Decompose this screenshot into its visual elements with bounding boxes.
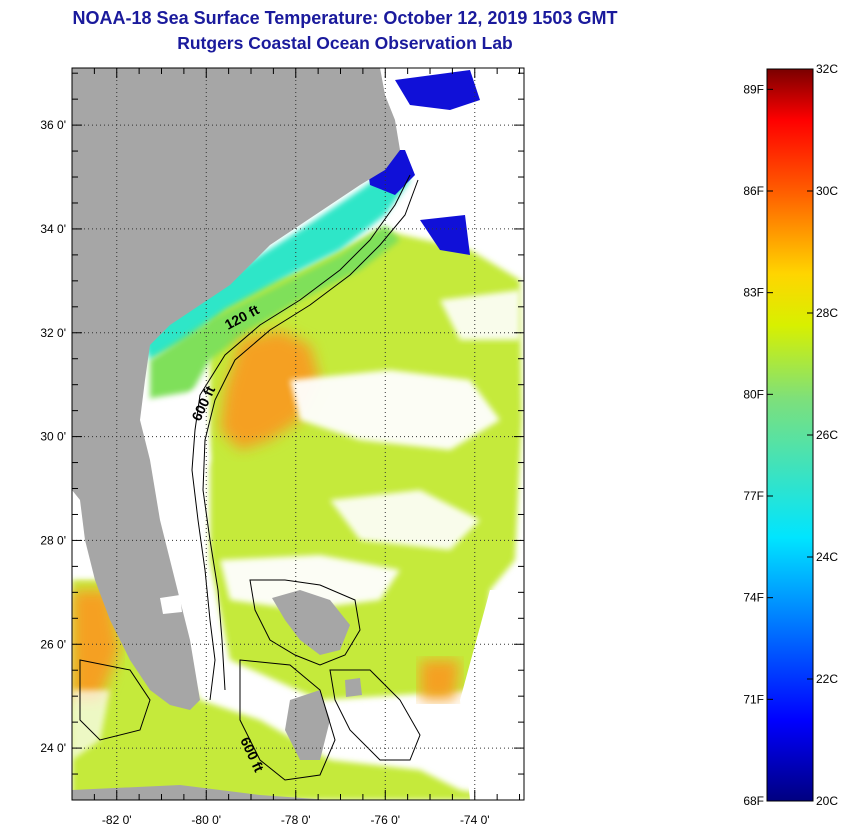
bathymetry-contours <box>79 174 421 781</box>
colorbar-fahrenheit-label: 86F <box>743 184 764 198</box>
map-panel: 120 ft 600 ft 600 ft <box>72 68 524 800</box>
colorbar-celsius-label: 22C <box>816 672 838 686</box>
colorbar-celsius-label: 30C <box>816 184 838 198</box>
colorbar-celsius-label: 24C <box>816 550 838 564</box>
land-mass <box>72 68 400 800</box>
map-title: NOAA-18 Sea Surface Temperature: October… <box>72 8 618 28</box>
lat-label: 24 0' <box>40 741 66 755</box>
colorbar-fahrenheit-label: 77F <box>743 489 764 503</box>
colorbar-fahrenheit-label: 68F <box>743 794 764 808</box>
lon-label: -74 0' <box>460 813 490 827</box>
contour-600ft <box>202 179 419 691</box>
lon-label: -82 0' <box>102 813 132 827</box>
lon-label: -80 0' <box>191 813 221 827</box>
contour-120ft <box>191 174 411 701</box>
colorbar-gradient <box>767 69 813 801</box>
sst-field <box>72 70 524 800</box>
lat-label: 26 0' <box>40 637 66 651</box>
colorbar-fahrenheit-label: 74F <box>743 591 764 605</box>
map-grid <box>72 68 524 800</box>
longitude-axis-labels: -82 0' -80 0' -78 0' -76 0' -74 0' <box>102 813 490 827</box>
latitude-axis-labels: 24 0' 26 0' 28 0' 30 0' 32 0' 34 0' 36 0' <box>40 118 66 755</box>
contour-bahamas-1 <box>249 579 361 666</box>
contour-bahamas-3 <box>329 669 421 761</box>
lat-label: 32 0' <box>40 326 66 340</box>
colorbar-celsius-label: 26C <box>816 428 838 442</box>
colorbar-celsius-label: 32C <box>816 62 838 76</box>
colorbar: 32C 30C 28C 26C 24C 22C 20C 89F 86F 83F 80F 77F 74F 7… <box>743 62 838 808</box>
colorbar-celsius-label: 28C <box>816 306 838 320</box>
lat-label: 28 0' <box>40 533 66 547</box>
lat-label: 36 0' <box>40 118 66 132</box>
contour-bahamas-2 <box>239 659 336 781</box>
colorbar-fahrenheit-label: 83F <box>743 286 764 300</box>
colorbar-fahrenheit-label: 71F <box>743 692 764 706</box>
colorbar-fahrenheit-label: 89F <box>743 82 764 96</box>
lon-label: -78 0' <box>281 813 311 827</box>
lon-label: -76 0' <box>370 813 400 827</box>
contour-keys <box>79 659 151 741</box>
map-axis-ticks <box>71 68 524 801</box>
colorbar-fahrenheit-label: 80F <box>743 387 764 401</box>
lat-label: 30 0' <box>40 430 66 444</box>
map-subtitle: Rutgers Coastal Ocean Observation Lab <box>177 33 513 53</box>
colorbar-celsius-label: 20C <box>816 794 838 808</box>
lat-label: 34 0' <box>40 222 66 236</box>
map-frame <box>71 67 525 801</box>
